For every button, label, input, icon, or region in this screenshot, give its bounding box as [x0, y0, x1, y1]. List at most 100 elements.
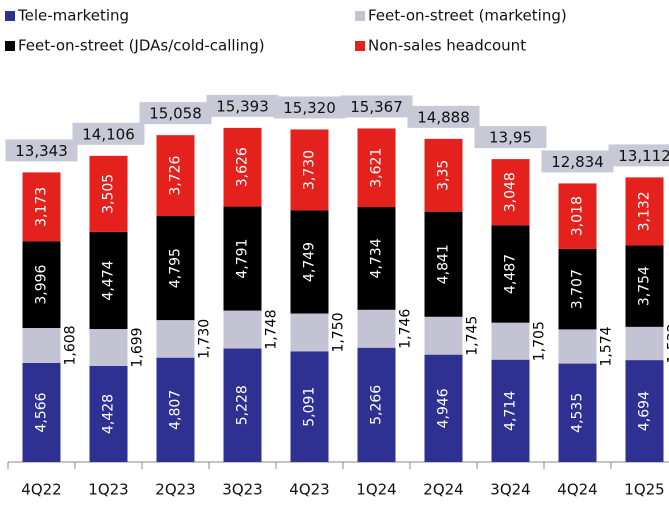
data-label: 4,474	[101, 260, 117, 300]
data-label: 4,694	[637, 391, 653, 431]
x-tick-label: 4Q22	[21, 481, 61, 499]
bar-segment	[491, 225, 530, 323]
data-label: 4,795	[168, 248, 184, 288]
bar-segment	[558, 183, 597, 249]
total-label: 15,367	[350, 98, 403, 116]
total-label: 13,343	[15, 142, 68, 160]
legend-swatch	[355, 41, 365, 51]
bar-segment	[223, 310, 262, 349]
data-label: 3,35	[436, 160, 452, 191]
data-label: 1,746	[398, 309, 414, 349]
data-label: 1,532	[666, 323, 669, 363]
data-label: 3,707	[570, 269, 586, 309]
total-label: 15,393	[216, 97, 269, 115]
x-tick-label: 4Q23	[289, 481, 329, 499]
total-box	[340, 95, 413, 118]
bar-segment	[290, 313, 329, 352]
legend-label: Feet-on-street (JDAs/cold-calling)	[18, 37, 265, 55]
bar-segment	[89, 155, 128, 232]
data-label: 1,705	[532, 321, 548, 361]
data-label: 3,621	[369, 148, 385, 188]
total-label: 14,888	[417, 108, 470, 126]
total-label: 13,112	[618, 147, 669, 165]
bar-segment	[558, 363, 597, 462]
data-label: 3,505	[101, 174, 117, 214]
total-box	[5, 139, 78, 162]
bar-segment	[491, 322, 530, 360]
total-box	[407, 105, 480, 128]
bar-segment	[290, 129, 329, 211]
data-label: 3,754	[637, 266, 653, 306]
bar-segment	[223, 127, 262, 207]
data-label: 4,487	[503, 254, 519, 294]
data-label: 1,574	[599, 326, 615, 366]
data-label: 1,748	[264, 310, 280, 350]
total-box	[608, 144, 669, 167]
legend-label: Feet-on-street (marketing)	[368, 7, 567, 25]
x-tick-label: 2Q24	[423, 481, 463, 499]
bar-segment	[89, 231, 128, 330]
bar-segment	[357, 347, 396, 462]
bar-segment	[424, 354, 463, 462]
legend-label: Tele-marketing	[17, 7, 129, 25]
bar-segment	[625, 177, 664, 246]
total-box	[206, 94, 279, 117]
bar-segment	[22, 327, 61, 363]
bar-segment	[156, 216, 195, 321]
legend-swatch	[5, 41, 15, 51]
data-label: 3,996	[34, 264, 50, 304]
total-box	[139, 102, 212, 125]
bar-segment	[625, 245, 664, 327]
bar-segment	[625, 360, 664, 462]
x-tick-label: 3Q24	[490, 481, 530, 499]
data-label: 4,749	[302, 242, 318, 282]
data-label: 3,173	[34, 187, 50, 227]
data-label: 4,535	[570, 393, 586, 433]
x-tick-label: 4Q24	[557, 481, 597, 499]
bar-segment	[223, 348, 262, 462]
bar-segment	[558, 248, 597, 330]
data-label: 5,228	[235, 385, 251, 425]
bar-segment	[424, 211, 463, 317]
bar-segment	[290, 351, 329, 462]
legend-swatch	[355, 11, 365, 21]
total-label: 15,320	[283, 99, 336, 117]
x-tick-label: 3Q23	[222, 481, 262, 499]
bar-segment	[22, 241, 61, 328]
bar-segment	[156, 320, 195, 358]
data-label: 1,730	[197, 319, 213, 359]
total-label: 14,106	[82, 125, 135, 143]
bar-segment	[22, 172, 61, 242]
data-label: 3,018	[570, 196, 586, 236]
data-label: 1,608	[63, 325, 79, 365]
total-box	[273, 96, 346, 119]
bar-segment	[89, 329, 128, 366]
data-label: 3,048	[503, 172, 519, 212]
bar-segment	[156, 357, 195, 462]
total-label: 15,058	[149, 105, 202, 123]
data-label: 3,626	[235, 147, 251, 187]
bar-segment	[558, 329, 597, 364]
total-label: 13,95	[489, 129, 532, 147]
bar-segment	[22, 362, 61, 462]
data-label: 4,841	[436, 244, 452, 284]
bar-segment	[424, 138, 463, 212]
x-tick-label: 1Q25	[624, 481, 664, 499]
total-box	[72, 122, 145, 145]
total-box	[541, 150, 614, 173]
data-label: 4,946	[436, 388, 452, 428]
data-label: 3,132	[637, 191, 653, 231]
data-label: 1,745	[465, 316, 481, 356]
data-label: 1,750	[331, 312, 347, 352]
x-tick-label: 1Q24	[356, 481, 396, 499]
data-label: 4,807	[168, 390, 184, 430]
bar-segment	[156, 135, 195, 217]
bar-segment	[625, 326, 664, 361]
bar-segment	[357, 309, 396, 348]
data-label: 3,726	[168, 155, 184, 195]
data-label: 4,714	[503, 391, 519, 431]
data-label: 5,266	[369, 385, 385, 425]
data-label: 4,428	[101, 394, 117, 434]
bar-segment	[491, 359, 530, 462]
